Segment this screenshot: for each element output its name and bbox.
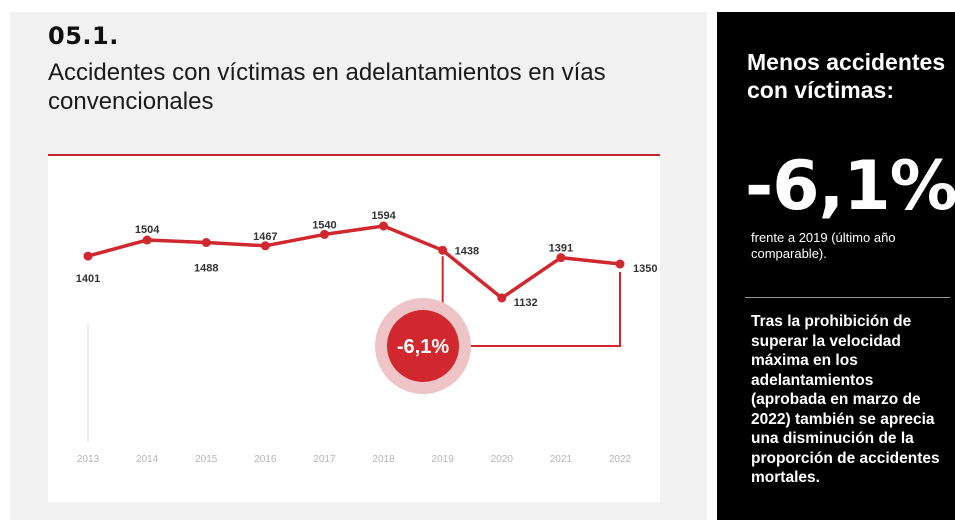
data-point bbox=[142, 235, 152, 245]
data-label: 1504 bbox=[135, 224, 160, 236]
page-title: Accidentes con víctimas en adelantamient… bbox=[48, 59, 606, 115]
data-point bbox=[83, 251, 93, 261]
x-tick-label: 2019 bbox=[432, 454, 455, 465]
x-tick-label: 2014 bbox=[136, 454, 159, 465]
data-point bbox=[438, 245, 448, 255]
x-tick-label: 2016 bbox=[254, 454, 277, 465]
x-tick-label: 2017 bbox=[313, 454, 336, 465]
x-tick-label: 2021 bbox=[550, 454, 573, 465]
x-tick-label: 2020 bbox=[491, 454, 514, 465]
data-label: 1488 bbox=[194, 263, 218, 275]
data-point bbox=[497, 293, 507, 303]
kpi-value: -6,1% bbox=[745, 147, 955, 226]
annotation-label: -6,1% bbox=[397, 336, 449, 358]
line-chart: 1401 1504 1488 1467 1540 1594 1438 1132 1391 1350… bbox=[76, 210, 658, 465]
x-tick-label: 2013 bbox=[77, 454, 100, 465]
data-label: 1132 bbox=[514, 297, 538, 309]
section-number: 05.1. bbox=[48, 22, 119, 50]
kpi-heading: Menos accidentes con víctimas: bbox=[747, 49, 946, 103]
kpi-sidebar: Menos accidentes con víctimas: -6,1% fre… bbox=[717, 12, 955, 520]
annotation-badge bbox=[387, 310, 459, 382]
data-label: 1391 bbox=[549, 243, 573, 255]
data-label: 1467 bbox=[253, 231, 277, 243]
data-label: 1350 bbox=[633, 263, 657, 275]
kpi-note: frente a 2019 (último año comparable). bbox=[751, 230, 896, 261]
title-divider bbox=[48, 154, 660, 156]
data-point bbox=[615, 259, 625, 269]
data-label: 1540 bbox=[312, 219, 336, 231]
data-point bbox=[556, 253, 566, 263]
data-point bbox=[379, 221, 389, 231]
kpi-divider bbox=[745, 297, 950, 298]
data-point bbox=[260, 241, 270, 251]
data-label: 1438 bbox=[455, 245, 479, 257]
x-tick-label: 2018 bbox=[372, 454, 395, 465]
data-point bbox=[201, 238, 211, 248]
x-tick-label: 2015 bbox=[195, 454, 218, 465]
data-point bbox=[319, 229, 329, 239]
annotation-connector bbox=[463, 272, 621, 347]
series-line bbox=[86, 224, 622, 300]
kpi-body-text: Tras la prohibición de superar la veloci… bbox=[751, 313, 940, 486]
data-label: 1401 bbox=[76, 273, 100, 285]
data-label: 1594 bbox=[371, 210, 396, 222]
x-tick-label: 2022 bbox=[609, 454, 632, 465]
chart-card: 1401 1504 1488 1467 1540 1594 1438 1132 1391 1350… bbox=[48, 156, 660, 502]
